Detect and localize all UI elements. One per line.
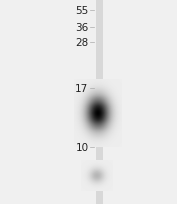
Text: 28: 28 [75, 38, 88, 48]
Text: 36: 36 [75, 23, 88, 32]
Text: 55: 55 [75, 6, 88, 16]
Text: 10: 10 [75, 142, 88, 152]
Text: 17: 17 [75, 84, 88, 94]
Bar [96, 0, 103, 204]
